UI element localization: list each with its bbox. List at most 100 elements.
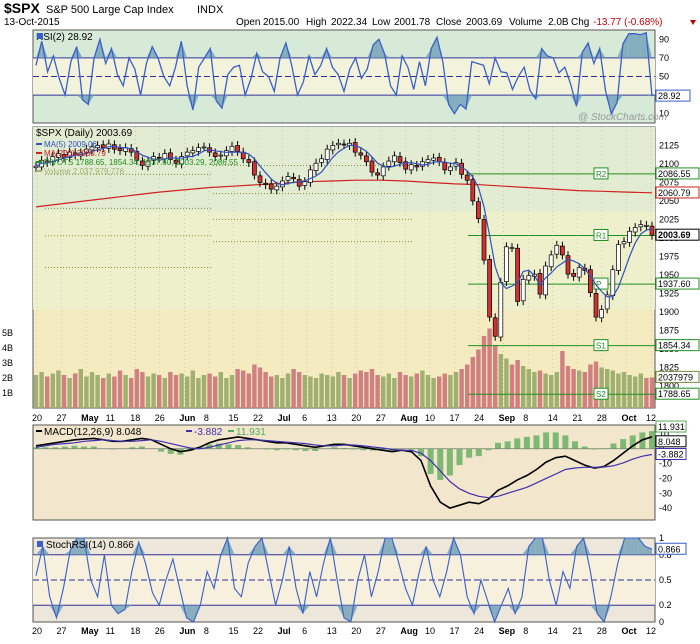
volume-bar	[415, 374, 419, 409]
macd-histogram-bar	[331, 447, 337, 448]
price-right-label: 1937.60	[658, 279, 691, 289]
candle-up	[622, 242, 626, 244]
price-right-label: 2060.79	[658, 188, 691, 198]
stochrsi-x-label: 20	[351, 626, 361, 636]
volume-tick: 4B	[2, 343, 13, 353]
index-name: S&P 500 Large Cap Index	[46, 4, 174, 16]
candle-up	[527, 276, 531, 280]
candle-up	[286, 177, 290, 181]
price-x-label: 26	[155, 413, 165, 423]
stochrsi-x-label: 18	[130, 626, 140, 636]
price-x-label: 20	[32, 413, 42, 423]
stochrsi-x-label: 14	[548, 626, 558, 636]
volume-bar	[487, 329, 491, 409]
candle-down	[297, 180, 301, 187]
candle-up	[432, 158, 436, 160]
exchange-label: INDX	[197, 4, 224, 16]
volume-bar	[224, 378, 228, 408]
macd-histogram-bar	[341, 448, 347, 449]
price-x-label: 15	[228, 413, 238, 423]
candle-down	[353, 143, 357, 153]
volume-bar	[168, 372, 172, 408]
candle-down	[364, 156, 368, 162]
volume-bar	[196, 378, 200, 408]
pivot-label-r2: R2	[596, 170, 607, 179]
candle-up	[34, 166, 38, 167]
price-y-tick: 1875	[659, 325, 679, 335]
candle-up	[448, 167, 452, 171]
volume-tick: 3B	[2, 358, 13, 368]
macd-histogram-bar	[505, 441, 511, 448]
volume-bar	[247, 374, 251, 409]
candle-up	[555, 245, 559, 254]
price-x-label: Aug	[400, 413, 418, 423]
price-y-tick: 2025	[659, 214, 679, 224]
stochrsi-y-tick: 0.2	[659, 600, 672, 610]
volume-bar	[146, 377, 150, 409]
price-right-label: 2037979	[658, 372, 693, 382]
candle-down	[516, 248, 520, 301]
volume-tick: 1B	[2, 388, 13, 398]
candle-up	[504, 247, 508, 282]
volume-bar	[73, 374, 77, 409]
price-x-label: 27	[376, 413, 386, 423]
macd-histogram-bar	[303, 449, 309, 451]
volume-bar	[263, 372, 267, 408]
close-value: 2003.69	[466, 17, 503, 28]
volume-bar	[527, 369, 531, 408]
volume-bar	[331, 377, 335, 409]
stochrsi-y-tick: 1	[659, 533, 664, 543]
candle-up	[549, 255, 553, 267]
macd-y-tick: -30	[659, 488, 672, 498]
volume-bar	[426, 375, 430, 408]
volume-bar	[79, 369, 83, 408]
volume-bar	[622, 372, 626, 408]
candle-up	[224, 151, 228, 156]
macd-histogram-bar	[466, 449, 472, 458]
price-x-label: Jun	[179, 413, 195, 423]
candle-up	[320, 159, 324, 163]
high-label: High	[306, 17, 327, 28]
candle-up	[577, 268, 581, 278]
macd-histogram-bar	[534, 435, 540, 448]
rsi-overbought-fill	[635, 34, 641, 58]
candle-up	[644, 225, 648, 226]
volume-bar	[448, 375, 452, 408]
stochrsi-x-label: 11	[106, 626, 115, 636]
pivot-label-s1: S1	[596, 342, 606, 351]
symbol-label: $SPX	[4, 0, 40, 16]
volume-bar	[219, 372, 223, 408]
candle-up	[633, 228, 637, 232]
price-legend-entry: PIVOTS 1788.65, 1854.34, 1937.60, 2003.2…	[44, 158, 238, 167]
volume-bar	[650, 377, 654, 408]
candle-down	[342, 144, 346, 145]
volume-bar	[398, 372, 402, 408]
macd-histogram-bar	[312, 449, 318, 451]
open-value: 2015.00	[263, 17, 300, 28]
macd-histogram-bar	[43, 447, 49, 448]
candle-down	[236, 145, 240, 151]
volume-bar	[633, 377, 637, 409]
stochrsi-x-label: 8	[523, 626, 528, 636]
volume-bar	[252, 365, 256, 409]
price-x-label: 24	[474, 413, 484, 423]
volume-bar	[515, 360, 519, 408]
price-legend-entry: Volume 2,037,979,776	[44, 167, 125, 176]
price-x-label: 14	[548, 413, 558, 423]
price-x-label: 21	[572, 413, 582, 423]
price-x-label: 8	[204, 413, 209, 423]
macd-right-label: -3.882	[658, 450, 684, 460]
volume-bar	[420, 371, 424, 409]
volume-bar	[471, 357, 475, 408]
price-right-label: 1788.65	[658, 389, 691, 399]
volume-bar	[235, 369, 239, 408]
volume-bar	[213, 377, 217, 409]
candle-down	[359, 153, 363, 155]
volume-bar	[616, 374, 620, 409]
volume-bar	[308, 377, 312, 409]
volume-bar	[291, 369, 295, 408]
volume-bar	[521, 366, 525, 408]
candle-up	[611, 270, 615, 296]
volume-bar	[129, 378, 133, 408]
stochrsi-x-label: 6	[302, 626, 307, 636]
